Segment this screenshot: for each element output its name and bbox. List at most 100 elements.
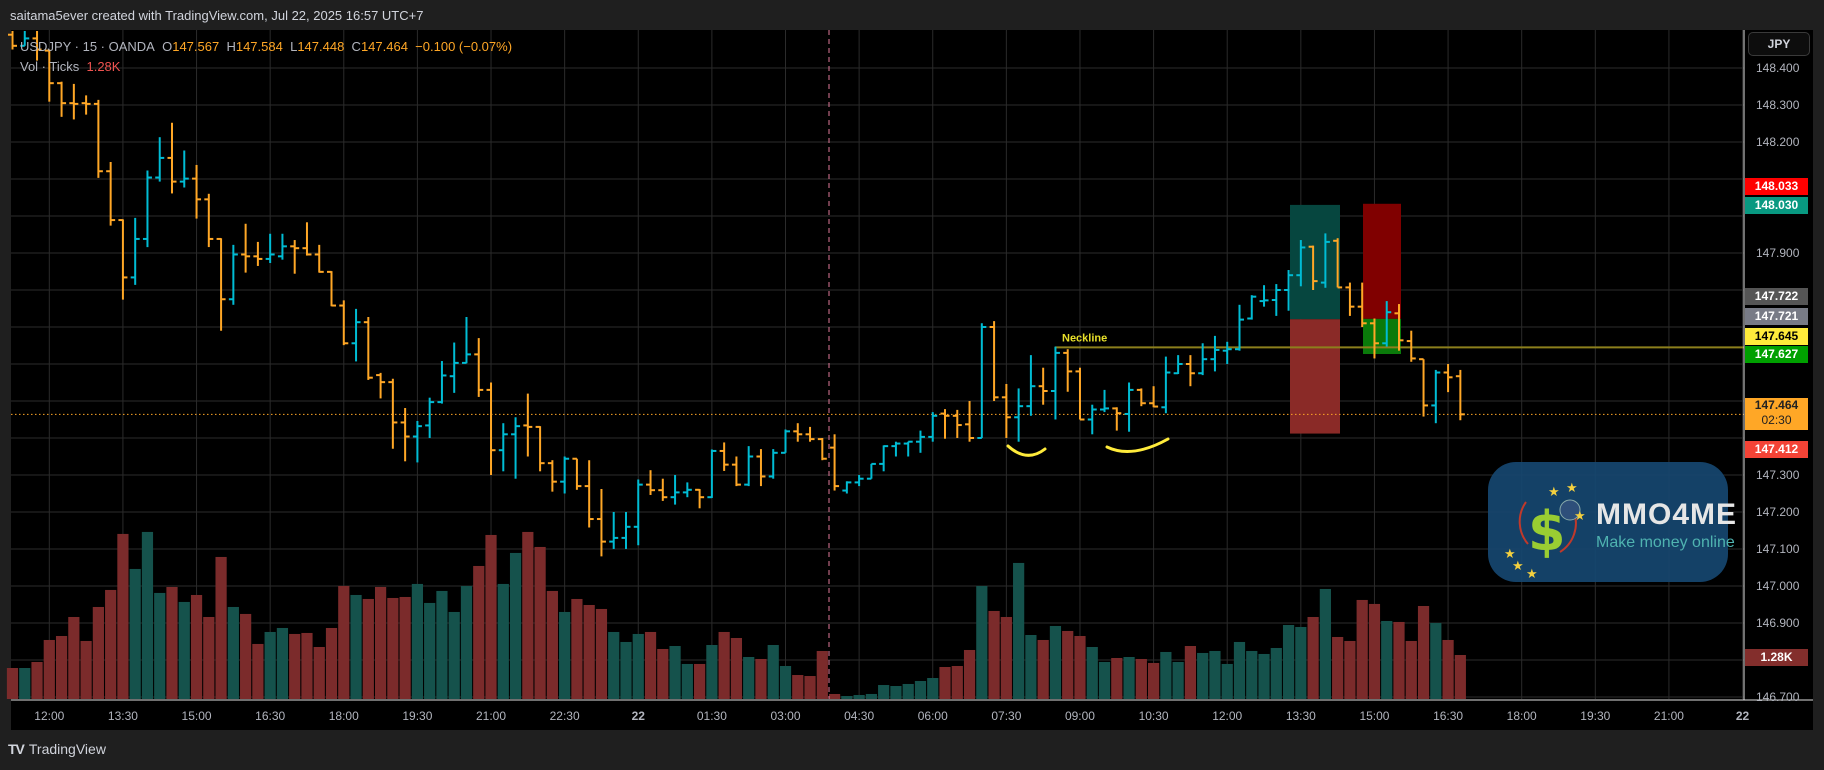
price-badge: 148.033 <box>1745 178 1808 195</box>
ohlc-bar <box>192 164 202 219</box>
bar-countdown: 02:30 <box>1761 413 1792 427</box>
ohlc-bar <box>1308 245 1318 290</box>
ohlc-bar <box>1234 304 1244 351</box>
ohlc-bar <box>1284 270 1294 311</box>
ohlc-bar <box>314 244 324 273</box>
ohlc-bar <box>633 479 643 546</box>
ohlc-bar <box>781 429 790 454</box>
volume-bar <box>1295 626 1307 699</box>
volume-bar <box>178 601 190 699</box>
time-axis-label: 18:00 <box>1507 709 1537 723</box>
volume-label[interactable]: Vol · Ticks <box>20 59 80 74</box>
volume-bar <box>338 585 350 699</box>
volume-bar <box>951 666 963 699</box>
top-caption-bar: saitama5ever created with TradingView.co… <box>0 0 1824 30</box>
time-axis-label: 04:30 <box>844 709 874 723</box>
volume-bar <box>841 696 853 699</box>
svg-text:★: ★ <box>1526 567 1538 582</box>
ohlc-bar <box>719 442 729 471</box>
volume-bar <box>105 589 117 699</box>
footer-bar: TV TradingView <box>0 730 1824 770</box>
volume-bar <box>816 650 828 699</box>
volume-bar <box>1184 645 1197 699</box>
ohlc-bar <box>1136 388 1146 407</box>
price-axis-label: 148.200 <box>1756 135 1800 149</box>
time-axis-label: 21:00 <box>476 709 506 723</box>
volume-bar <box>227 606 239 699</box>
volume-bar <box>963 649 976 699</box>
volume-bar <box>828 693 841 699</box>
ohlc-bar <box>1333 238 1343 289</box>
volume-bar <box>976 585 988 699</box>
ohlc-bar <box>646 470 656 495</box>
ohlc-bar <box>805 426 815 442</box>
volume-bar <box>657 648 669 699</box>
ohlc-bar <box>1394 304 1404 351</box>
volume-bar <box>559 611 571 699</box>
ohlc-bar <box>940 409 950 439</box>
ohlc-bar <box>572 457 582 490</box>
ohlc-bar <box>1406 330 1416 362</box>
ohlc-bar <box>412 420 422 463</box>
volume-bar <box>890 686 902 699</box>
ohlc-bar <box>1173 355 1183 375</box>
ohlc-bar <box>682 482 692 498</box>
volume-bar <box>362 598 374 699</box>
price-badge-value: 147.721 <box>1754 309 1799 323</box>
volume-bar <box>534 546 546 699</box>
ohlc-bar <box>695 488 705 509</box>
price-axis-label: 146.900 <box>1756 616 1800 630</box>
ohlc-bar <box>744 446 754 487</box>
price-badge: 147.464 02:30 <box>1745 398 1808 430</box>
ohlc-bar <box>596 489 606 557</box>
ohlc-bar <box>142 170 152 248</box>
ohlc-bar <box>351 308 361 362</box>
long-position-stop-zone <box>1290 319 1340 434</box>
tradingview-brand: TradingView <box>28 741 106 757</box>
volume-bar <box>129 568 141 699</box>
ohlc-bar <box>1063 349 1073 392</box>
ohlc-bar <box>363 317 373 380</box>
ohlc-bar <box>879 445 889 472</box>
volume-bar <box>1049 625 1062 699</box>
ohlc-bar <box>891 441 901 457</box>
time-axis-label: 13:30 <box>108 709 138 723</box>
ohlc-bar <box>866 462 876 480</box>
time-axis-label: 13:30 <box>1286 709 1316 723</box>
price-axis-label: 147.000 <box>1756 579 1800 593</box>
currency-button[interactable]: JPY <box>1748 32 1810 56</box>
volume-bar <box>31 661 43 699</box>
ohlc-bar <box>989 321 999 401</box>
ohlc-bar <box>327 270 337 307</box>
volume-bar <box>448 611 460 699</box>
volume-bar <box>313 646 325 699</box>
tradingview-logo[interactable]: TV TradingView <box>8 741 106 757</box>
ohlc-bar <box>1247 295 1257 320</box>
short-position-target-zone <box>1363 318 1401 355</box>
ohlc-bar <box>756 449 766 487</box>
volume-bar <box>804 676 816 699</box>
volume-bar <box>1135 658 1147 699</box>
volume-bar <box>1062 630 1074 699</box>
legend-symbol[interactable]: USDJPY · 15 · OANDA <box>20 39 155 54</box>
hand-drawn-curve <box>1105 437 1170 453</box>
ohlc-bar <box>670 475 680 505</box>
hand-drawn-curve <box>1006 444 1047 457</box>
legend-volume-row: Vol · Ticks 1.28K <box>20 57 512 77</box>
ohlc-bar <box>731 456 741 487</box>
ohlc-bar <box>952 409 962 438</box>
ohlc-bar <box>93 99 103 178</box>
svg-text:★: ★ <box>1548 485 1560 500</box>
volume-value: 1.28K <box>86 59 121 74</box>
volume-bar <box>546 590 558 699</box>
low-label: L <box>290 39 298 54</box>
volume-bar <box>1393 621 1405 699</box>
ohlc-bar <box>486 382 496 475</box>
volume-bar <box>1233 641 1246 699</box>
chart-background <box>11 30 1813 730</box>
volume-bar <box>632 633 644 699</box>
volume-bar <box>1368 603 1381 699</box>
volume-bar <box>1197 652 1209 699</box>
price-axis-label: 146.700 <box>1756 690 1800 704</box>
